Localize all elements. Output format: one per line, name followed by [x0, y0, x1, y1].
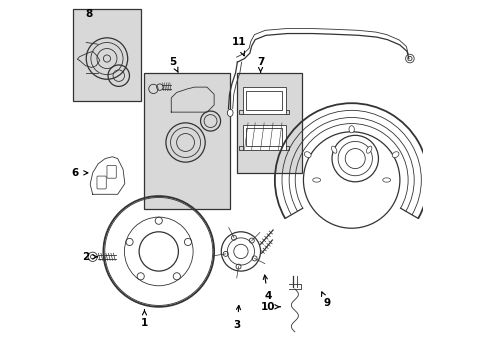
Text: 10: 10: [260, 302, 280, 312]
Text: 1: 1: [141, 310, 148, 328]
Text: 4: 4: [263, 275, 271, 301]
Ellipse shape: [304, 152, 310, 158]
FancyBboxPatch shape: [73, 9, 141, 102]
Ellipse shape: [382, 178, 390, 182]
FancyBboxPatch shape: [242, 125, 285, 150]
Polygon shape: [90, 157, 124, 194]
Text: 11: 11: [231, 37, 246, 56]
FancyBboxPatch shape: [242, 87, 285, 114]
Text: 2: 2: [82, 252, 97, 262]
Ellipse shape: [348, 126, 354, 133]
Ellipse shape: [227, 109, 233, 116]
Ellipse shape: [366, 146, 371, 153]
Ellipse shape: [391, 152, 398, 158]
Text: 8: 8: [85, 9, 93, 19]
FancyBboxPatch shape: [246, 128, 282, 146]
FancyBboxPatch shape: [246, 91, 282, 111]
Ellipse shape: [331, 146, 336, 153]
Text: 7: 7: [256, 57, 264, 72]
FancyBboxPatch shape: [97, 176, 106, 189]
FancyBboxPatch shape: [144, 73, 230, 208]
Text: 3: 3: [233, 306, 241, 330]
Text: 9: 9: [321, 292, 329, 308]
Text: 6: 6: [71, 168, 88, 178]
FancyBboxPatch shape: [107, 165, 116, 178]
Text: 5: 5: [169, 57, 178, 72]
Ellipse shape: [312, 178, 320, 182]
FancyBboxPatch shape: [237, 73, 301, 173]
